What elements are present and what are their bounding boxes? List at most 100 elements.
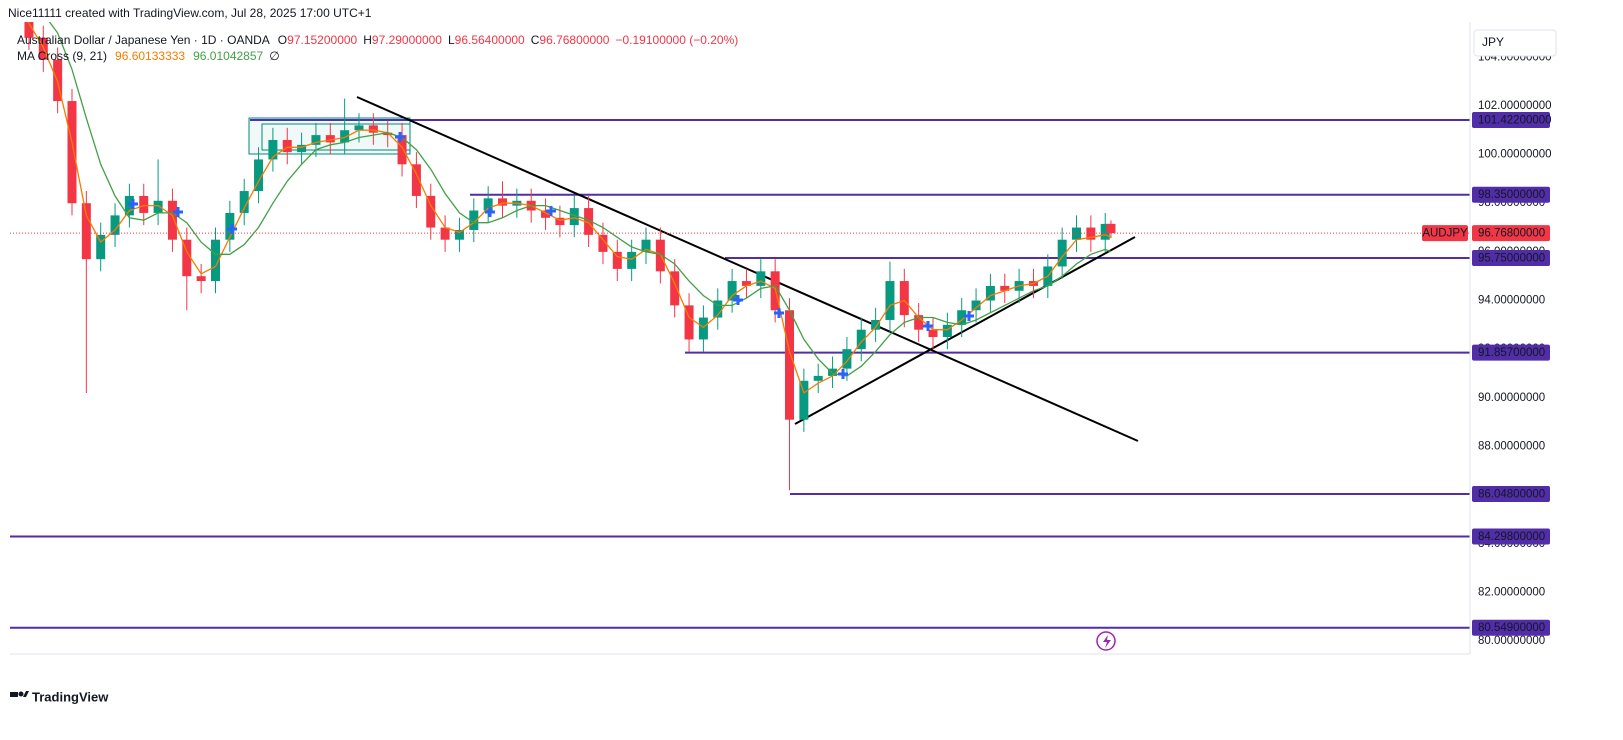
level-label-box	[1472, 186, 1550, 203]
y-tick-label: 82.00000000	[1478, 586, 1545, 598]
candle-body	[1100, 223, 1110, 240]
attribution: Nice11111 created with TradingView.com, …	[8, 6, 372, 20]
candle-body	[928, 329, 938, 337]
candle-body	[627, 251, 637, 269]
price-label-box	[1472, 225, 1550, 242]
level-label-box	[1472, 111, 1550, 128]
candle-body	[612, 251, 622, 269]
currency-box[interactable]	[1473, 29, 1557, 57]
logo-mark	[10, 692, 18, 697]
y-tick-label: 100.00000000	[1478, 149, 1552, 161]
currency: JPY	[1482, 35, 1504, 49]
cross-marker	[128, 199, 138, 209]
trend-line	[794, 236, 1136, 425]
ohlc-value: 97.29000000	[372, 33, 442, 47]
cross-marker	[395, 132, 405, 142]
candle-body	[813, 375, 823, 381]
candle-body	[641, 239, 651, 252]
candle-body	[110, 215, 120, 235]
candle-body	[67, 101, 77, 204]
indicator-value: 96.01042857	[193, 49, 263, 63]
ohlc-value: 96.76800000	[539, 33, 609, 47]
moving-average	[27, 22, 1112, 394]
candle-body	[24, 22, 34, 38]
y-tick-label: 90.00000000	[1478, 392, 1545, 404]
candle-body	[483, 198, 493, 211]
candle-body	[411, 164, 421, 196]
cross-marker	[485, 207, 495, 217]
level-label: 84.29800000	[1478, 531, 1545, 543]
y-tick-label: 102.00000000	[1478, 100, 1552, 112]
ohlc-prefix: L	[448, 33, 455, 47]
candle-body	[354, 125, 364, 131]
candle-body	[842, 349, 852, 369]
ohlc-value: 97.15200000	[287, 33, 357, 47]
candle-body	[985, 285, 995, 301]
candle-body	[81, 203, 91, 260]
candle-body	[282, 139, 292, 153]
symbol-title: Australian Dollar / Japanese Yen · 1D · …	[17, 33, 270, 47]
logo	[10, 691, 29, 697]
cross-marker	[546, 206, 556, 216]
candle-body	[225, 212, 235, 240]
candle-body	[741, 281, 751, 286]
candle-body	[1057, 239, 1067, 267]
candle-body	[210, 239, 220, 282]
candle-body	[856, 329, 866, 350]
level-label-box	[1472, 619, 1550, 636]
candle-body	[914, 315, 924, 330]
y-tick-label: 88.00000000	[1478, 440, 1545, 452]
candle-body	[569, 208, 579, 226]
candle-body	[957, 310, 967, 325]
level-label: 91.85700000	[1478, 347, 1545, 359]
candle-body	[96, 234, 106, 260]
level-label-box	[1472, 528, 1550, 545]
candle-body	[684, 305, 694, 340]
candle-body	[598, 234, 608, 252]
change: −0.19100000 (−0.20%)	[615, 33, 738, 47]
candle-body	[426, 195, 436, 228]
trend-line	[356, 96, 1139, 442]
branding: TradingView	[32, 689, 109, 704]
cross-marker	[923, 321, 933, 331]
candle-body	[785, 310, 795, 420]
candle-body	[942, 324, 952, 337]
candle-body	[799, 380, 809, 420]
candle-body	[383, 132, 393, 136]
candle-body	[397, 135, 407, 165]
candle-body	[297, 144, 307, 153]
indicator-name: MA Cross (9, 21)	[17, 49, 107, 63]
cross-marker	[173, 207, 183, 217]
logo-mark	[18, 691, 24, 697]
candle-body	[1072, 227, 1082, 240]
candle-body	[727, 281, 737, 301]
candle-body	[454, 229, 464, 240]
candle-body	[182, 239, 192, 277]
cross-marker	[733, 295, 743, 305]
candle-body	[971, 300, 981, 311]
candle-body	[469, 210, 479, 230]
candle-body	[1106, 223, 1116, 234]
candle-body	[828, 368, 838, 376]
ohlc-value: 96.56400000	[455, 33, 525, 47]
y-axis: 80.0000000082.0000000084.0000000086.0000…	[1422, 51, 1552, 647]
header: Australian Dollar / Japanese Yen · 1D · …	[17, 33, 738, 47]
candle-body	[713, 300, 723, 318]
candle-body	[885, 281, 895, 320]
candle-body	[541, 210, 551, 218]
alert-icon[interactable]	[1096, 631, 1116, 651]
candle-body	[1000, 285, 1010, 291]
candle-body	[670, 271, 680, 306]
price-label: 96.76800000	[1478, 228, 1545, 240]
level-label-box	[1472, 249, 1550, 266]
candle-body	[555, 217, 565, 226]
indicator-icon: ∅	[269, 49, 279, 63]
level-label-box	[1472, 344, 1550, 361]
candle-body	[139, 195, 149, 213]
candle-body	[196, 276, 206, 282]
candle-body	[325, 135, 335, 143]
candle-body	[899, 281, 909, 316]
indicator-value: 96.60133333	[115, 49, 185, 63]
ohlc-prefix: H	[363, 33, 372, 47]
